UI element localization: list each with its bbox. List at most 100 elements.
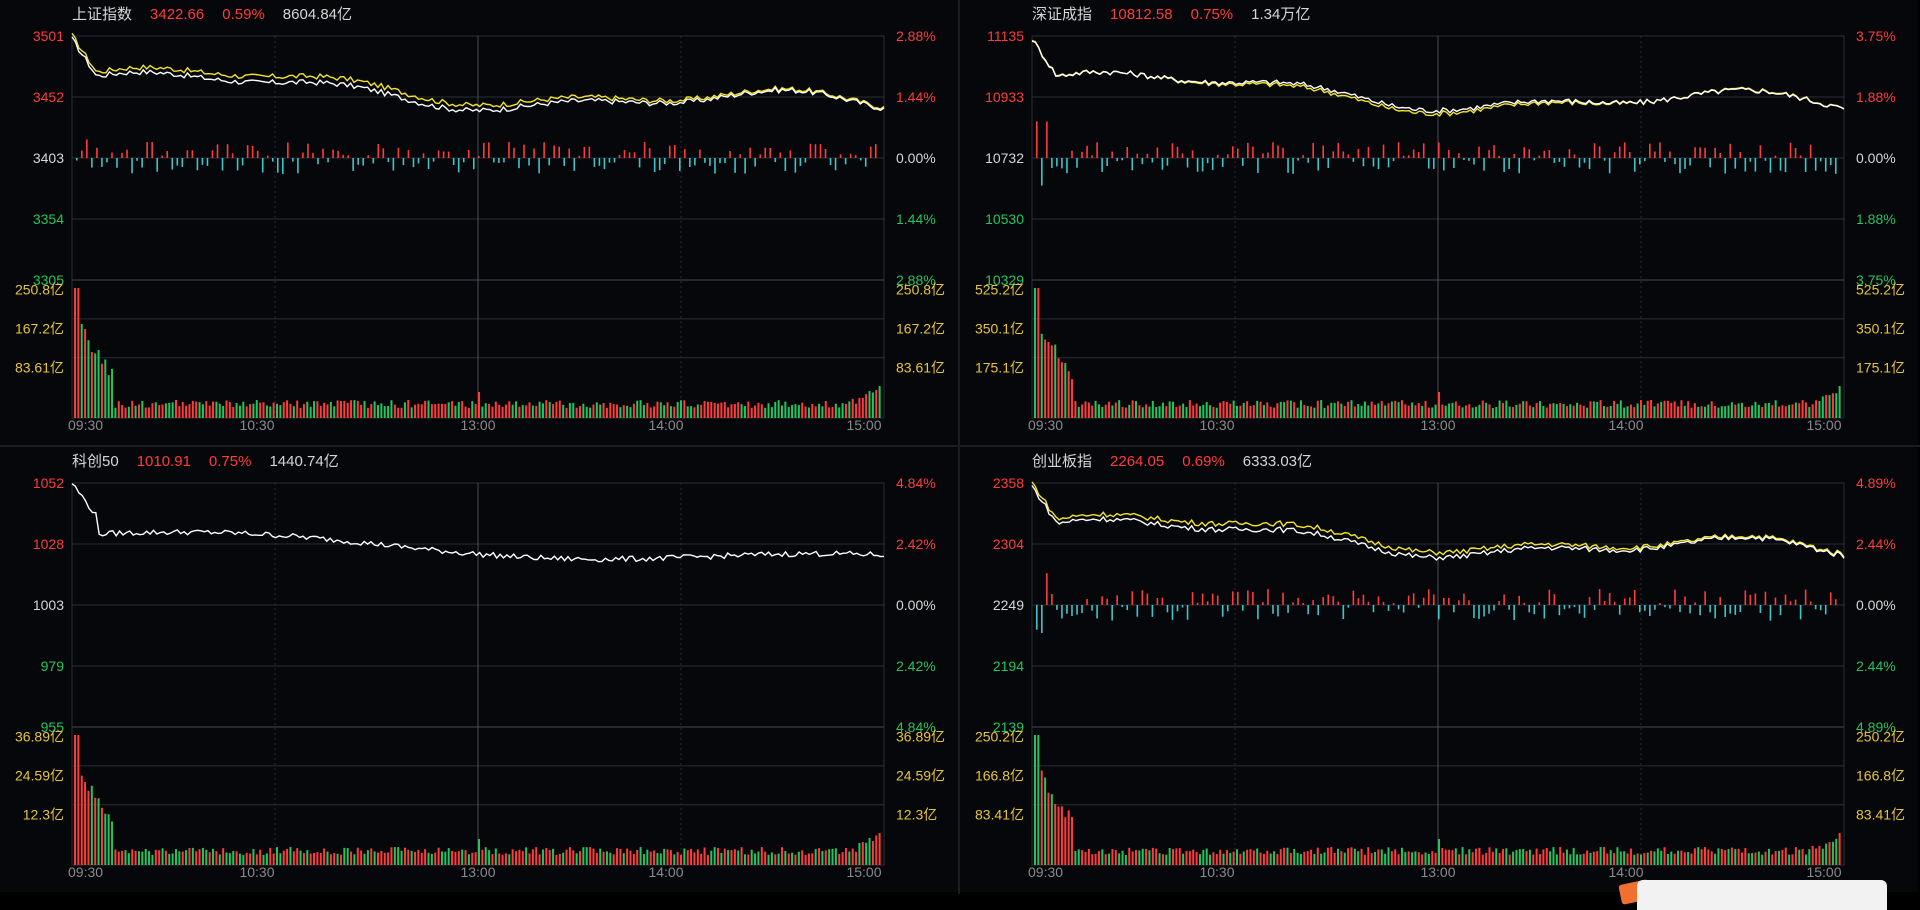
- volume-bar: [107, 814, 110, 865]
- pct-axis-right-label: 4.84%: [896, 719, 936, 735]
- popup-window-edge[interactable]: [1637, 880, 1887, 910]
- volume-bar: [454, 851, 457, 865]
- volume-bar: [1094, 853, 1097, 865]
- breadth-bar: [397, 147, 400, 158]
- intraday-chart[interactable]: 235823042249219421394.89%2.44%0.00%2.44%…: [960, 447, 1918, 892]
- breadth-bar: [1628, 597, 1631, 605]
- volume-bar: [777, 853, 780, 865]
- index-change-pct: 0.75%: [1190, 6, 1234, 23]
- volume-axis-right-label: 525.2亿: [1856, 282, 1905, 298]
- breadth-bar: [1352, 590, 1355, 605]
- volume-bar: [1821, 848, 1824, 865]
- intraday-chart[interactable]: 11135109331073210530103293.75%1.88%0.00%…: [960, 0, 1918, 445]
- breadth-bar: [1382, 144, 1385, 158]
- volume-bar: [1205, 402, 1208, 418]
- index-panel-kc50[interactable]: 科创50 1010.91 0.75% 1440.74亿 1052 1028 1003 979 9…: [0, 447, 958, 892]
- volume-bar: [818, 403, 821, 418]
- volume-bar: [1283, 847, 1286, 865]
- breadth-bar: [432, 158, 435, 162]
- volume-bar: [1727, 849, 1730, 865]
- breadth-bar: [362, 158, 365, 166]
- breadth-bar: [1493, 605, 1495, 611]
- volume-bar: [1266, 402, 1269, 418]
- breadth-bar: [1337, 142, 1340, 158]
- index-panel-sh[interactable]: 上证指数 3422.66 0.59% 8604.84亿 3501 3452 3403 3354…: [0, 0, 958, 445]
- breadth-bar: [829, 158, 832, 166]
- breadth-bar: [1191, 592, 1194, 605]
- volume-bar: [131, 849, 134, 865]
- breadth-bar: [734, 158, 736, 173]
- volume-bar: [1636, 853, 1639, 865]
- volume-bar: [1838, 386, 1841, 418]
- volume-bar: [1138, 405, 1141, 418]
- volume-bar: [447, 848, 450, 865]
- breadth-bar: [1131, 158, 1134, 171]
- breadth-bar: [663, 158, 666, 165]
- breadth-bar: [81, 150, 83, 158]
- volume-bar: [1774, 400, 1777, 418]
- breadth-bar: [1322, 597, 1325, 605]
- breadth-bar: [412, 158, 415, 168]
- volume-bar: [1535, 848, 1538, 865]
- volume-bar: [1363, 854, 1366, 865]
- volume-bar: [1512, 406, 1515, 418]
- breadth-bar: [96, 147, 98, 158]
- pct-axis-right-label: 4.84%: [896, 475, 936, 491]
- time-axis-label: 09:30: [1028, 864, 1063, 880]
- volume-bar: [1599, 400, 1602, 418]
- volume-bar: [1559, 403, 1562, 418]
- volume-bar: [747, 854, 750, 865]
- volume-bar: [1781, 849, 1784, 865]
- average-price-line: [71, 32, 885, 110]
- index-panel-cyb[interactable]: 创业板指 2264.05 0.69% 6333.03亿 2358 2304 2249 2194…: [960, 447, 1918, 892]
- volume-bar: [195, 851, 198, 865]
- volume-axis-right-label: 175.1亿: [1856, 359, 1905, 375]
- volume-bar: [568, 402, 571, 418]
- volume-bar: [865, 394, 868, 418]
- breadth-bar: [1618, 605, 1621, 615]
- breadth-bar: [1724, 158, 1727, 174]
- volume-bar: [1569, 404, 1572, 418]
- breadth-bar: [1116, 595, 1118, 605]
- volume-bar: [417, 849, 420, 865]
- volume-bar: [201, 847, 204, 865]
- price-axis-left-label: 11135: [987, 28, 1024, 44]
- volume-axis-right-label: 36.89亿: [896, 729, 945, 745]
- volume-bar: [1343, 405, 1346, 418]
- breadth-bar: [1654, 605, 1656, 610]
- pct-axis-right-label: 2.88%: [896, 272, 936, 288]
- breadth-bar: [151, 142, 153, 158]
- index-panel-sz[interactable]: 深证成指 10812.58 0.75% 1.34万亿 11135 10933 10732 10…: [960, 0, 1918, 445]
- volume-bar: [616, 404, 619, 418]
- volume-bar: [1151, 847, 1154, 865]
- volume-bar: [1767, 402, 1770, 418]
- volume-bar: [1273, 407, 1276, 418]
- breadth-bar: [839, 154, 842, 158]
- breadth-bar: [1794, 599, 1797, 605]
- pct-axis-right-label: 2.42%: [896, 536, 936, 552]
- volume-bar: [612, 404, 615, 418]
- intraday-chart[interactable]: 1052102810039799554.84%2.42%0.00%2.42%4.…: [0, 447, 958, 892]
- breadth-bar: [1347, 605, 1350, 608]
- breadth-bar: [1342, 151, 1345, 158]
- breadth-bar: [1287, 605, 1289, 613]
- intraday-chart[interactable]: 350134523403335433052.88%1.44%0.00%1.44%…: [0, 0, 958, 445]
- volume-bar: [1741, 852, 1743, 865]
- volume-bar: [491, 854, 494, 865]
- volume-bar: [1582, 405, 1585, 418]
- breadth-bar: [593, 158, 596, 167]
- volume-bar: [343, 847, 346, 865]
- volume-bar: [1835, 393, 1838, 418]
- volume-bar: [242, 401, 245, 418]
- volume-bar: [1222, 401, 1225, 418]
- volume-bar: [801, 850, 804, 865]
- volume-bar: [1067, 371, 1070, 418]
- breadth-bar: [1518, 158, 1520, 174]
- breadth-bar: [774, 158, 777, 163]
- volume-bar: [1289, 852, 1292, 865]
- breadth-bar: [1267, 589, 1269, 605]
- volume-bar: [1087, 848, 1090, 865]
- volume-bar: [319, 405, 322, 418]
- volume-bar: [1522, 849, 1525, 865]
- volume-bar: [414, 851, 417, 865]
